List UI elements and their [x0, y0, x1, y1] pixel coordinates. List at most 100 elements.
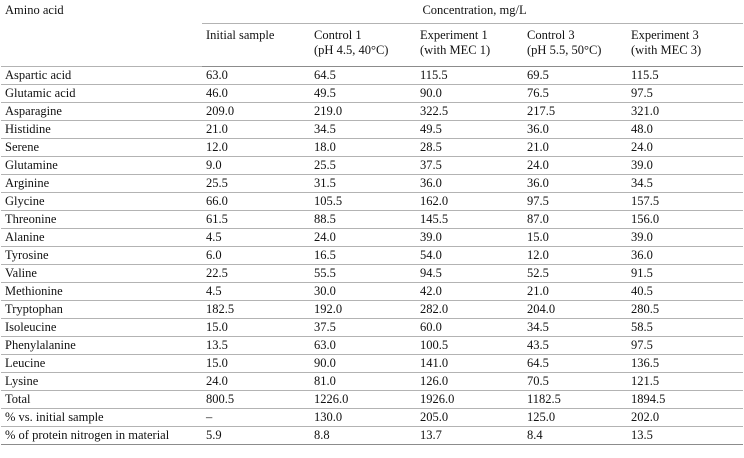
amino-acid-name: Lysine: [1, 372, 202, 391]
amino-acid-name: Aspartic acid: [1, 66, 202, 85]
concentration-cell: 24.0: [523, 156, 627, 175]
table-row: Total 800.5 1226.0 1926.0 1182.5 1894.5: [1, 390, 744, 409]
column-header-line2: (pH 5.5, 50°C): [527, 43, 602, 57]
column-header-line1: Control 3: [527, 28, 575, 42]
concentration-cell: 800.5: [202, 390, 310, 409]
concentration-cell: 121.5: [627, 372, 744, 391]
concentration-cell: 36.0: [523, 120, 627, 139]
table-row: Isoleucine 15.0 37.5 60.0 34.5 58.5: [1, 318, 744, 337]
concentration-cell: 54.0: [416, 246, 523, 265]
concentration-cell: 9.0: [202, 156, 310, 175]
concentration-cell: 97.5: [523, 192, 627, 211]
concentration-cell: 4.5: [202, 228, 310, 247]
table-row: Aspartic acid 63.0 64.5 115.5 69.5 115.5: [1, 66, 744, 85]
concentration-cell: 39.0: [627, 228, 744, 247]
concentration-cell: 15.0: [202, 318, 310, 337]
concentration-cell: 15.0: [202, 354, 310, 373]
concentration-cell: 60.0: [416, 318, 523, 337]
concentration-cell: 94.5: [416, 264, 523, 283]
amino-acid-name: Methionine: [1, 282, 202, 301]
concentration-cell: 90.0: [416, 84, 523, 103]
concentration-cell: 55.5: [310, 264, 416, 283]
table-row: Methionine 4.5 30.0 42.0 21.0 40.5: [1, 282, 744, 301]
concentration-cell: 126.0: [416, 372, 523, 391]
column-header: Experiment 3 (with MEC 3): [627, 23, 744, 67]
concentration-cell: 52.5: [523, 264, 627, 283]
concentration-cell: 58.5: [627, 318, 744, 337]
column-header-line1: Control 1: [314, 28, 362, 42]
concentration-cell: 28.5: [416, 138, 523, 157]
concentration-cell: 25.5: [310, 156, 416, 175]
concentration-cell: 280.5: [627, 300, 744, 319]
concentration-cell: 16.5: [310, 246, 416, 265]
concentration-cell: 63.0: [310, 336, 416, 355]
concentration-cell: 115.5: [416, 66, 523, 85]
table-row: Tryptophan 182.5 192.0 282.0 204.0 280.5: [1, 300, 744, 319]
concentration-cell: 48.0: [627, 120, 744, 139]
concentration-cell: 49.5: [310, 84, 416, 103]
amino-acid-name: Threonine: [1, 210, 202, 229]
table-row: Tyrosine 6.0 16.5 54.0 12.0 36.0: [1, 246, 744, 265]
amino-acid-name: Arginine: [1, 174, 202, 193]
concentration-cell: 34.5: [310, 120, 416, 139]
table-row: Threonine 61.5 88.5 145.5 87.0 156.0: [1, 210, 744, 229]
amino-acid-name: Histidine: [1, 120, 202, 139]
concentration-cell: 5.9: [202, 426, 310, 445]
concentration-cell: 24.0: [310, 228, 416, 247]
concentration-cell: 1182.5: [523, 390, 627, 409]
concentration-cell: 162.0: [416, 192, 523, 211]
concentration-cell: 105.5: [310, 192, 416, 211]
table-row: Serene 12.0 18.0 28.5 21.0 24.0: [1, 138, 744, 157]
amino-acid-name: Asparagine: [1, 102, 202, 121]
amino-acid-name: Tyrosine: [1, 246, 202, 265]
amino-acid-name: Phenylalanine: [1, 336, 202, 355]
concentration-cell: 31.5: [310, 174, 416, 193]
concentration-cell: 36.0: [416, 174, 523, 193]
concentration-cell: 141.0: [416, 354, 523, 373]
concentration-cell: 1894.5: [627, 390, 744, 409]
table-row: % vs. initial sample –130.0 205.0 125.0 202.…: [1, 408, 744, 427]
amino-acid-name: Valine: [1, 264, 202, 283]
concentration-cell: 76.5: [523, 84, 627, 103]
amino-acid-name: Isoleucine: [1, 318, 202, 337]
concentration-cell: 90.0: [310, 354, 416, 373]
column-header: Initial sample: [202, 23, 310, 67]
table-row: Phenylalanine 13.5 63.0 100.5 43.5 97.5: [1, 336, 744, 355]
concentration-cell: 70.5: [523, 372, 627, 391]
concentration-cell: 13.5: [202, 336, 310, 355]
concentration-cell: 22.5: [202, 264, 310, 283]
concentration-cell: 8.8: [310, 426, 416, 445]
table-row: % of protein nitrogen in material 5.9 8.8 1…: [1, 426, 744, 445]
concentration-cell: 209.0: [202, 102, 310, 121]
concentration-cell: 66.0: [202, 192, 310, 211]
concentration-cell: 125.0: [523, 408, 627, 427]
amino-acid-name: % of protein nitrogen in material: [1, 426, 202, 445]
concentration-cell: 202.0: [627, 408, 744, 427]
column-header-line1: Experiment 1: [420, 28, 488, 42]
concentration-cell: 204.0: [523, 300, 627, 319]
concentration-cell: 21.0: [523, 282, 627, 301]
concentration-cell: 8.4: [523, 426, 627, 445]
concentration-cell: 63.0: [202, 66, 310, 85]
column-header-line2: (with MEC 1): [420, 43, 491, 57]
concentration-cell: 1226.0: [310, 390, 416, 409]
concentration-cell: 24.0: [627, 138, 744, 157]
amino-acid-name: Alanine: [1, 228, 202, 247]
concentration-cell: 34.5: [523, 318, 627, 337]
concentration-cell: 205.0: [416, 408, 523, 427]
concentration-cell: 130.0: [310, 408, 416, 427]
table-body: Amino acid Concentration, mg/L Initial s…: [1, 1, 744, 445]
column-header-line1: Initial sample: [206, 28, 275, 42]
table-row: Arginine 25.5 31.5 36.0 36.0 34.5: [1, 174, 744, 193]
concentration-cell: 43.5: [523, 336, 627, 355]
concentration-cell: 30.0: [310, 282, 416, 301]
concentration-cell: 12.0: [202, 138, 310, 157]
concentration-cell: 61.5: [202, 210, 310, 229]
concentration-cell: 282.0: [416, 300, 523, 319]
concentration-cell: 36.0: [523, 174, 627, 193]
concentration-cell: 39.0: [627, 156, 744, 175]
concentration-cell: 40.5: [627, 282, 744, 301]
concentration-cell: 24.0: [202, 372, 310, 391]
concentration-cell: 21.0: [202, 120, 310, 139]
table-row: Glycine 66.0 105.5 162.0 97.5 157.5: [1, 192, 744, 211]
